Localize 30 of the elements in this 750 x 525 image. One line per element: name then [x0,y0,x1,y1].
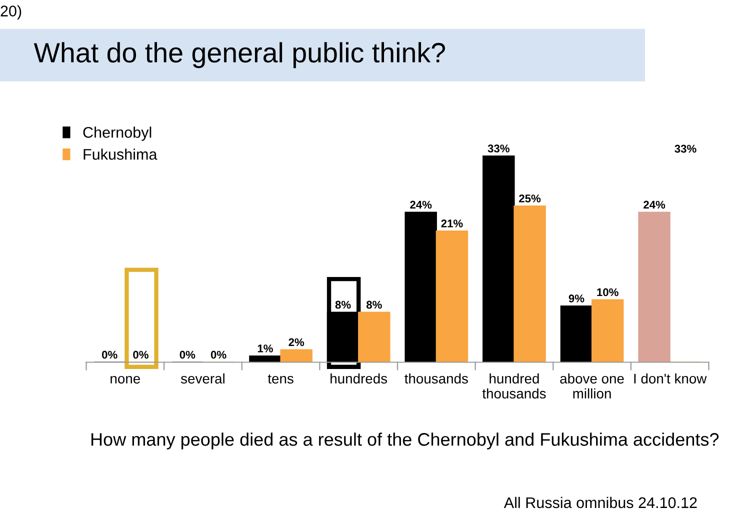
data-label: 0% [210,350,226,359]
data-label: 9% [568,294,584,302]
data-label: 8% [335,300,351,309]
x-tick-label: several [180,373,224,384]
legend-label: Chernobyl [83,126,152,141]
data-label: 10% [597,288,618,296]
data-label: 2% [288,338,304,346]
data-label: 0% [133,350,148,359]
x-tick-label: hundred thousands [482,373,546,399]
x-tick-label: thousands [404,373,468,384]
data-label: 0% [102,350,118,359]
text: 33% [674,144,696,153]
x-tick-label: tens [268,374,294,384]
x-tick-label: none [110,376,140,384]
x-tick-label: hundreds [330,373,388,384]
data-label: 21% [441,220,463,228]
chart-title: What do the general public think? [34,42,446,68]
data-label: 0% [180,350,196,359]
data-label: 24% [644,200,666,209]
data-label: 24% [410,200,432,209]
data-label: 8% [366,300,382,309]
text: 20) [0,5,22,20]
text: How many people died as a result of the Chernobyl and Fukushima accidents? [91,432,719,450]
legend-label: Fukushima [84,148,158,160]
x-tick-label: above one million [560,373,624,399]
data-label: 25% [519,194,541,202]
text: All Russia omnibus 24.10.12 [504,496,697,508]
x-tick-label: I don't know [634,373,707,384]
data-label: 33% [488,144,510,152]
data-label: 1% [258,344,273,352]
